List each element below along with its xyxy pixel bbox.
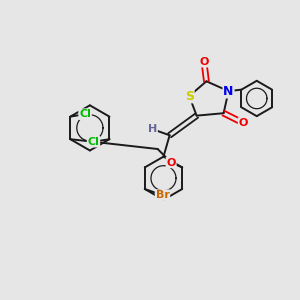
Text: O: O — [167, 158, 176, 167]
Text: H: H — [148, 124, 157, 134]
Text: O: O — [199, 57, 209, 67]
Text: Cl: Cl — [79, 109, 91, 119]
Text: S: S — [185, 89, 194, 103]
Text: N: N — [223, 85, 234, 98]
Text: O: O — [238, 118, 248, 128]
Text: Br: Br — [155, 190, 170, 200]
Text: Cl: Cl — [88, 137, 99, 147]
